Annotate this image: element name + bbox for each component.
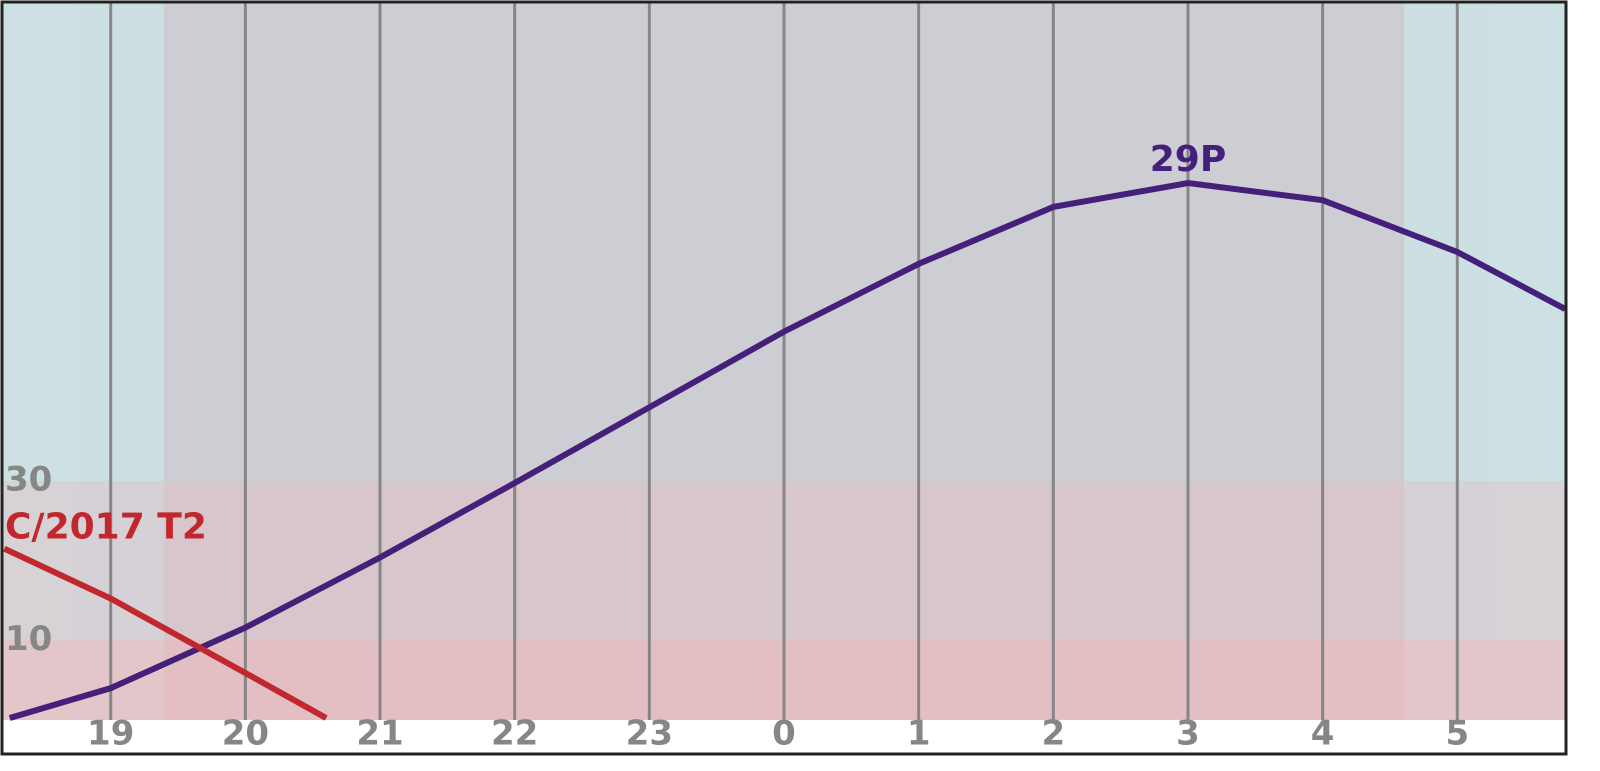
x-tick-label: 0	[772, 714, 796, 754]
series-label: C/2017 T2	[5, 507, 207, 548]
x-tick-label: 3	[1176, 714, 1200, 754]
x-tick-label: 23	[626, 714, 673, 754]
series-line	[8, 180, 1567, 721]
x-tick-label: 20	[222, 714, 269, 754]
x-axis-strip	[3, 720, 1565, 754]
sky-band	[1404, 3, 1493, 720]
x-tick-label: 1	[907, 714, 931, 754]
x-tick-label: 5	[1445, 714, 1469, 754]
series-label: 29P	[1150, 139, 1226, 180]
frame	[0, 0, 1568, 756]
x-tick-label: 21	[356, 714, 403, 754]
sky-band	[1492, 3, 1565, 720]
x-tick-label: 2	[1041, 714, 1065, 754]
x-tick-label: 22	[491, 714, 538, 754]
y-tick-label: 10	[5, 619, 52, 659]
x-tick-label: 4	[1311, 714, 1335, 754]
series-line	[3, 545, 328, 721]
x-tick-label: 19	[87, 714, 134, 754]
sky-band	[3, 3, 78, 720]
y-tick-label: 30	[5, 460, 52, 500]
